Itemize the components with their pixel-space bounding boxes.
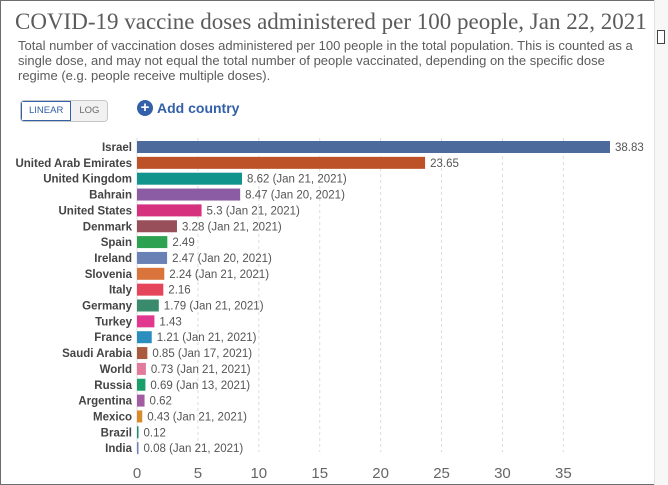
value-label: 2.24 (Jan 21, 2021) <box>169 269 269 281</box>
bar[interactable] <box>137 315 155 328</box>
value-label: 1.79 (Jan 21, 2021) <box>164 301 264 313</box>
value-label: 2.49 <box>172 237 194 249</box>
bar[interactable] <box>137 362 146 375</box>
bar[interactable] <box>137 251 168 264</box>
value-label: 2.16 <box>168 285 190 297</box>
bar[interactable] <box>137 331 152 344</box>
category-label: Brazil <box>101 427 132 439</box>
bar[interactable] <box>137 378 146 391</box>
add-country-button[interactable]: + Add country <box>137 100 239 116</box>
scroll-strip <box>654 0 668 485</box>
x-tick-label: 35 <box>555 465 572 482</box>
add-country-label: Add country <box>157 100 240 116</box>
x-tick-label: 15 <box>311 465 328 482</box>
value-label: 8.47 (Jan 20, 2021) <box>245 190 345 202</box>
plus-circle-icon: + <box>137 100 153 116</box>
category-label: Spain <box>101 237 132 249</box>
x-tick-label: 20 <box>372 465 389 482</box>
x-tick-label: 25 <box>433 465 450 482</box>
category-label: Russia <box>94 380 132 392</box>
category-label: Israel <box>102 142 132 154</box>
value-label: 23.65 <box>430 158 459 170</box>
value-label: 5.3 (Jan 21, 2021) <box>207 205 301 217</box>
bar[interactable] <box>137 347 148 360</box>
bar[interactable] <box>137 220 177 233</box>
category-label: Mexico <box>93 411 132 423</box>
bar[interactable] <box>137 442 139 455</box>
value-label: 38.83 <box>615 142 644 154</box>
value-label: 0.43 (Jan 21, 2021) <box>147 411 247 423</box>
value-label: 8.62 (Jan 21, 2021) <box>247 174 347 186</box>
value-label: 0.08 (Jan 21, 2021) <box>144 443 244 455</box>
value-label: 2.47 (Jan 20, 2021) <box>172 253 272 265</box>
category-label: Turkey <box>95 316 132 328</box>
log-scale-button[interactable]: LOG <box>71 101 108 121</box>
bar[interactable] <box>137 172 243 185</box>
chart-subtitle: Total number of vaccination doses admini… <box>18 38 633 83</box>
category-label: Germany <box>82 301 132 313</box>
value-label: 3.28 (Jan 21, 2021) <box>182 221 282 233</box>
value-label: 0.85 (Jan 17, 2021) <box>152 348 252 360</box>
bar[interactable] <box>137 426 139 439</box>
category-label: United Arab Emirates <box>15 158 132 170</box>
category-label: United Kingdom <box>43 174 132 186</box>
value-label: 0.69 (Jan 13, 2021) <box>150 380 250 392</box>
value-label: 0.62 <box>150 396 172 408</box>
category-label: France <box>94 332 132 344</box>
value-label: 0.73 (Jan 21, 2021) <box>151 364 251 376</box>
category-label: Slovenia <box>85 269 133 281</box>
value-label: 0.12 <box>144 427 166 439</box>
bar[interactable] <box>137 188 241 201</box>
bar[interactable] <box>137 299 159 312</box>
category-label: United States <box>59 205 133 217</box>
category-label: Bahrain <box>89 190 132 202</box>
linear-scale-button[interactable]: LINEAR <box>21 101 72 121</box>
bar[interactable] <box>137 267 165 280</box>
x-tick-label: 0 <box>133 465 141 482</box>
bar[interactable] <box>137 204 202 217</box>
bar[interactable] <box>137 236 168 249</box>
bar[interactable] <box>137 410 143 423</box>
category-label: Italy <box>109 285 133 297</box>
scroll-handle[interactable] <box>657 30 665 44</box>
x-tick-label: 30 <box>494 465 511 482</box>
bar[interactable] <box>137 283 164 296</box>
category-label: Saudi Arabia <box>62 348 132 360</box>
chart-title: COVID-19 vaccine doses administered per … <box>15 9 647 34</box>
category-label: Ireland <box>94 253 132 265</box>
category-label: World <box>100 364 132 376</box>
scale-toggle: LINEAR LOG <box>20 100 109 122</box>
category-label: Denmark <box>83 221 133 233</box>
bar[interactable] <box>137 394 145 407</box>
x-tick-label: 5 <box>194 465 202 482</box>
value-label: 1.43 <box>159 316 181 328</box>
x-tick-label: 10 <box>250 465 267 482</box>
category-label: Argentina <box>78 396 132 408</box>
bar[interactable] <box>137 141 610 153</box>
bar[interactable] <box>137 156 426 169</box>
value-label: 1.21 (Jan 21, 2021) <box>157 332 257 344</box>
category-label: India <box>105 443 132 455</box>
bar-chart: 0 5 10 15 20 25 30 35 Israel 38.83 United Arab Emi… <box>15 138 644 482</box>
